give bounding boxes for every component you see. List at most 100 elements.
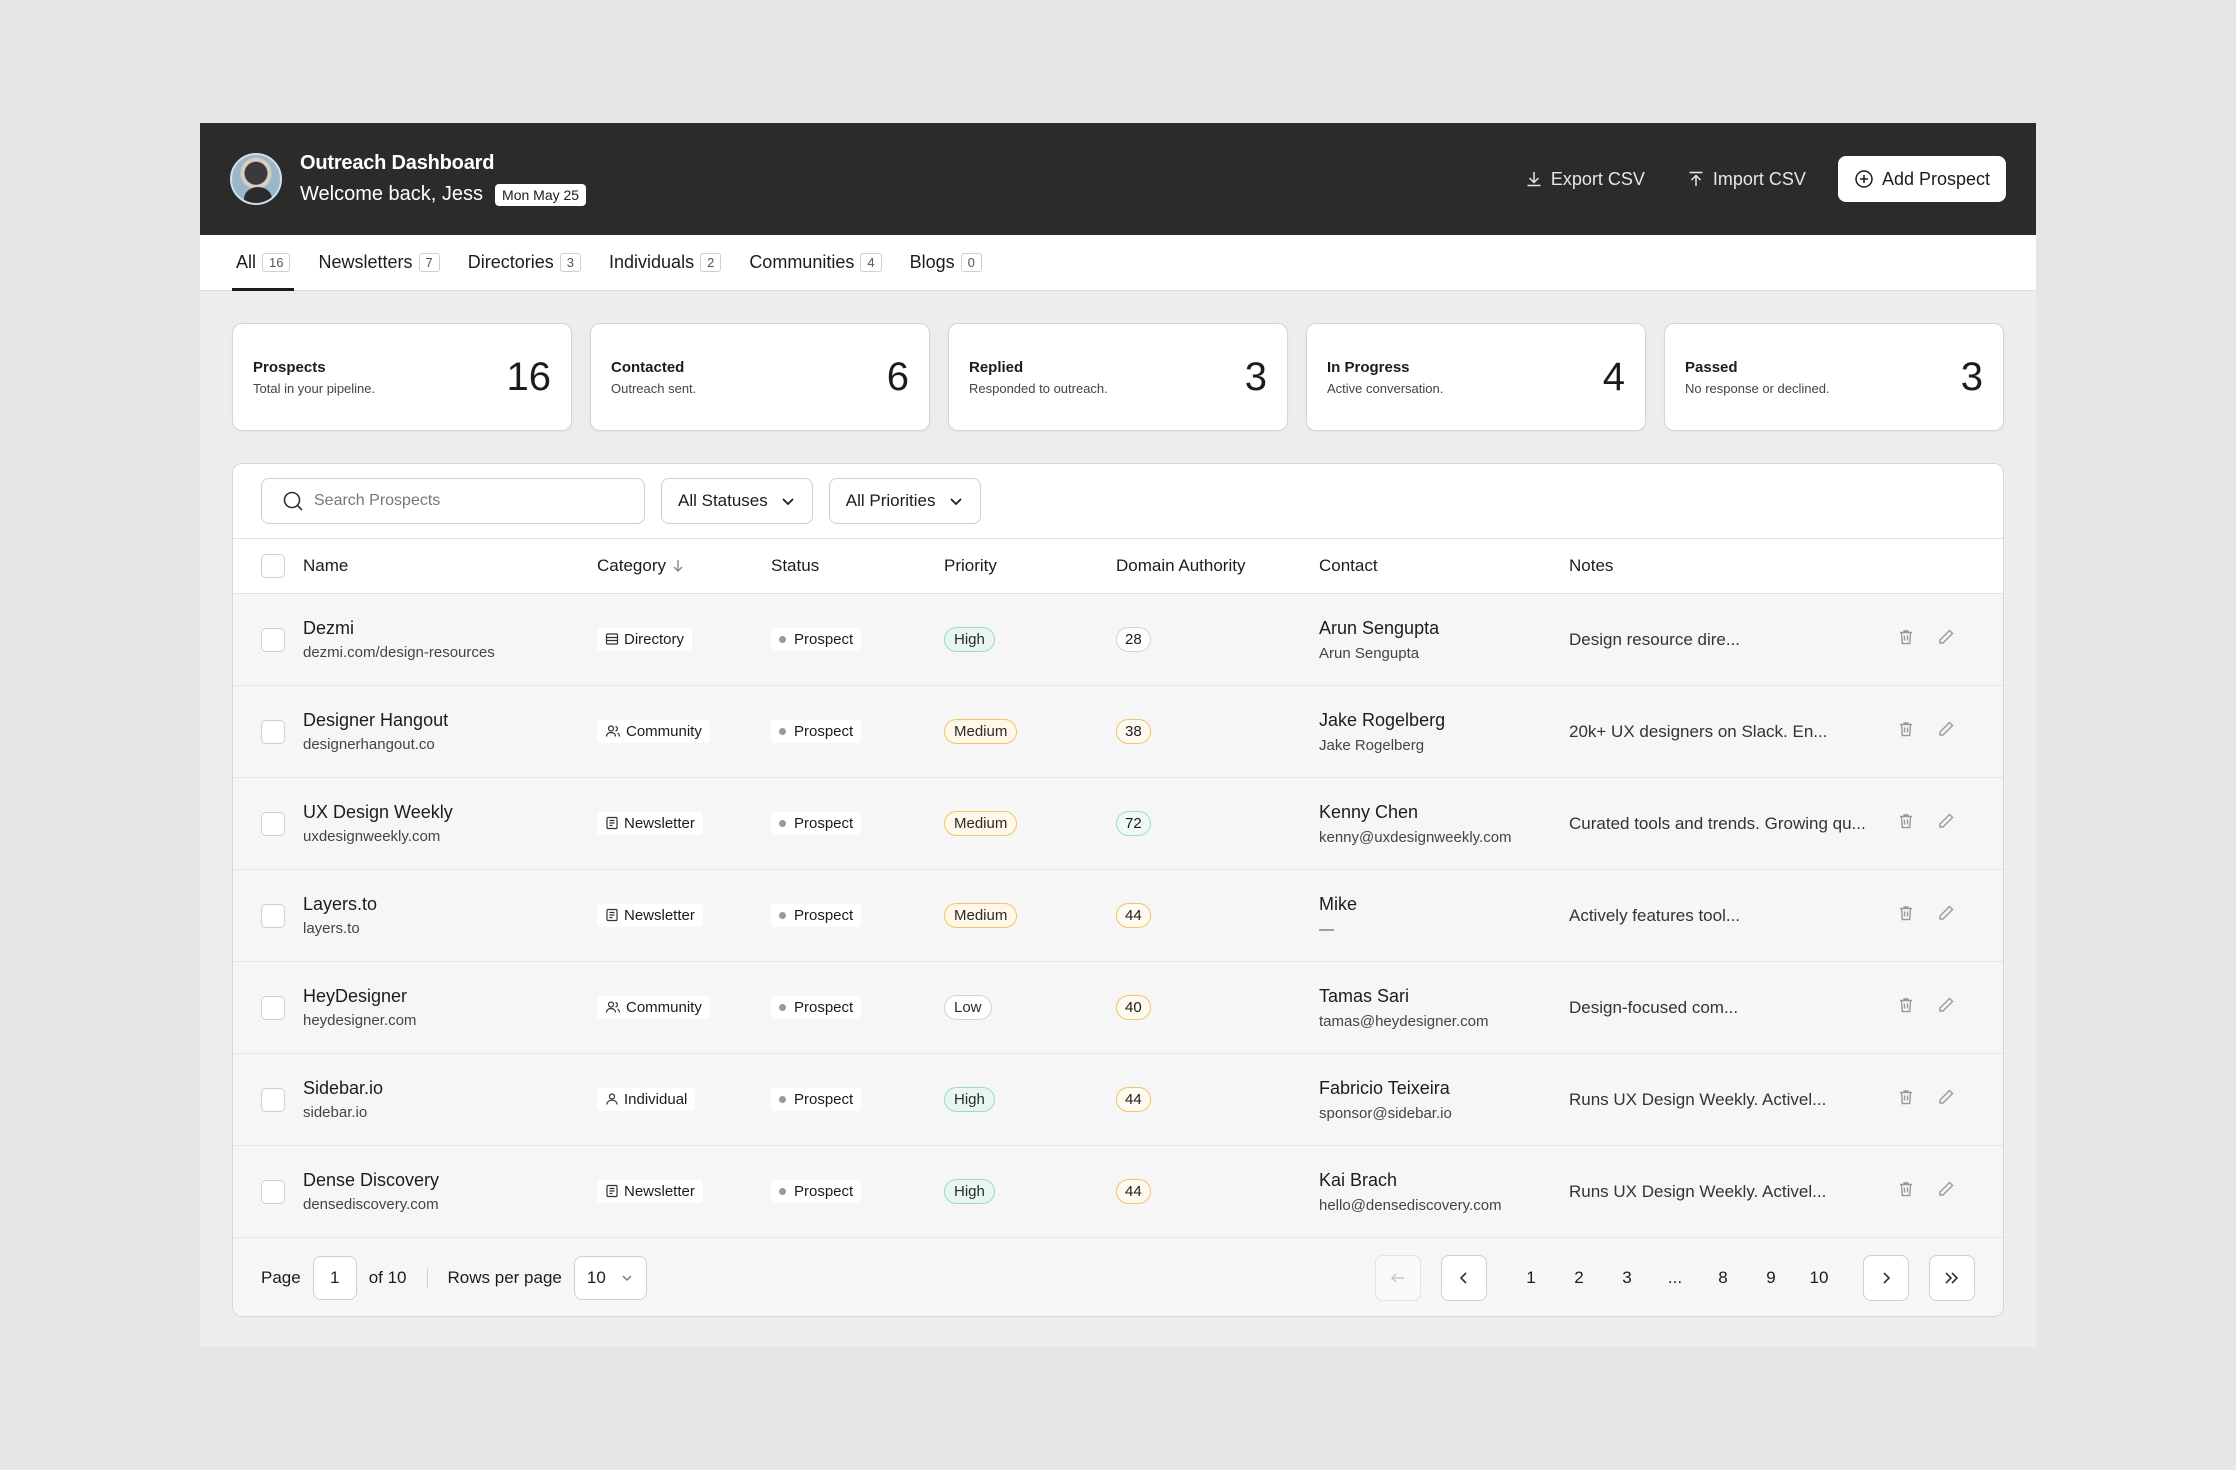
table-row[interactable]: Layers.to layers.to Newsletter Prospect … [233,870,2003,962]
priority-filter-select[interactable]: All Priorities [828,478,981,524]
export-csv-button[interactable]: Export CSV [1525,169,1645,190]
row-checkbox[interactable] [261,627,285,652]
delete-button[interactable] [1897,812,1915,835]
pencil-icon [1939,721,1954,736]
tab-label: All [236,251,257,272]
status-tag[interactable]: Prospect [771,996,862,1019]
edit-button[interactable] [1937,996,1955,1019]
column-category[interactable]: Category [597,556,771,576]
row-checkbox[interactable] [261,811,285,836]
prospect-url[interactable]: layers.to [303,920,360,937]
priority-badge[interactable]: High [944,1087,995,1112]
category-tag: Individual [597,1087,696,1111]
tab-individuals[interactable]: Individuals 2 [605,234,725,290]
table-row[interactable]: Dezmi dezmi.com/design-resources Directo… [233,594,2003,686]
page-number-button[interactable]: 2 [1574,1268,1584,1287]
prospect-name[interactable]: HeyDesigner [303,986,408,1006]
status-cell: Prospect [771,1180,944,1203]
edit-button[interactable] [1937,904,1955,927]
row-checkbox[interactable] [261,903,285,928]
prospect-name[interactable]: Dense Discovery [303,1170,440,1190]
tab-directories[interactable]: Directories 3 [464,234,585,290]
status-tag[interactable]: Prospect [771,904,862,927]
tab-blogs[interactable]: Blogs 0 [906,234,986,290]
prospect-url[interactable]: designerhangout.co [303,736,435,753]
status-tag[interactable]: Prospect [771,1088,862,1111]
search-input[interactable]: Search Prospects [261,478,645,524]
tab-newsletters[interactable]: Newsletters 7 [314,234,443,290]
delete-button[interactable] [1897,1180,1915,1203]
prospect-url[interactable]: sidebar.io [303,1104,368,1121]
prospect-name[interactable]: Layers.to [303,894,378,914]
prospect-name[interactable]: Designer Hangout [303,710,449,730]
edit-button[interactable] [1937,812,1955,835]
priority-badge[interactable]: High [944,627,995,652]
delete-button[interactable] [1897,628,1915,651]
rows-per-page-select[interactable]: 10 [573,1256,647,1300]
row-checkbox[interactable] [261,1179,285,1204]
trash-icon [1900,998,1912,1013]
status-tag[interactable]: Prospect [771,720,862,743]
prospect-name[interactable]: UX Design Weekly [303,802,453,822]
priority-badge[interactable]: Medium [944,903,1018,928]
status-tag[interactable]: Prospect [771,628,862,651]
table-row[interactable]: Sidebar.io sidebar.io Individual Prospec… [233,1054,2003,1146]
delete-button[interactable] [1897,996,1915,1019]
select-all-checkbox[interactable] [261,554,285,578]
prospect-name[interactable]: Sidebar.io [303,1078,384,1098]
status-tag[interactable]: Prospect [771,812,862,835]
priority-badge[interactable]: Medium [944,811,1018,836]
priority-badge[interactable]: Medium [944,719,1018,744]
row-checkbox[interactable] [261,1087,285,1112]
edit-button[interactable] [1937,1088,1955,1111]
edit-button[interactable] [1937,628,1955,651]
trash-icon [1900,906,1912,921]
prospect-url[interactable]: heydesigner.com [303,1012,417,1029]
prospect-name[interactable]: Dezmi [303,618,355,638]
delete-button[interactable] [1897,904,1915,927]
add-prospect-button[interactable]: Add Prospect [1837,156,2006,202]
tab-label: Individuals [609,251,695,272]
page-number-button[interactable]: 1 [1526,1268,1536,1287]
page-number-button[interactable]: 3 [1622,1268,1632,1287]
category-cell: Community [597,995,771,1020]
tab-count: 4 [860,252,882,272]
previous-page-button[interactable] [1441,1255,1487,1301]
column-name[interactable]: Name [303,556,349,575]
edit-button[interactable] [1937,1180,1955,1203]
page-number-button[interactable]: 8 [1718,1268,1728,1287]
tab-all[interactable]: All 16 [232,234,295,291]
column-contact[interactable]: Contact [1319,556,1378,575]
priority-badge[interactable]: Low [944,995,992,1020]
status-filter-select[interactable]: All Statuses [661,478,813,524]
page-number-input[interactable]: 1 [312,1256,357,1300]
page-number-button[interactable]: 10 [1809,1268,1829,1287]
edit-button[interactable] [1937,720,1955,743]
delete-button[interactable] [1897,1088,1915,1111]
prospect-url[interactable]: uxdesignweekly.com [303,828,441,845]
tab-communities[interactable]: Communities 4 [745,234,885,290]
prospect-url[interactable]: densediscovery.com [303,1196,439,1213]
column-domain-authority[interactable]: Domain Authority [1116,556,1246,575]
avatar[interactable] [230,153,282,205]
row-checkbox[interactable] [261,995,285,1020]
table-row[interactable]: Designer Hangout designerhangout.co Comm… [233,686,2003,778]
contact-detail: — [1319,920,1334,938]
last-page-button[interactable] [1929,1255,1975,1301]
priority-badge[interactable]: High [944,1179,995,1204]
column-notes[interactable]: Notes [1569,556,1614,575]
table-row[interactable]: Dense Discovery densediscovery.com Newsl… [233,1146,2003,1238]
first-page-button[interactable] [1375,1255,1421,1301]
column-priority[interactable]: Priority [944,556,997,575]
table-row[interactable]: UX Design Weekly uxdesignweekly.com News… [233,778,2003,870]
table-row[interactable]: HeyDesigner heydesigner.com Community Pr… [233,962,2003,1054]
import-csv-button[interactable]: Import CSV [1687,169,1806,190]
delete-button[interactable] [1897,720,1915,743]
domain-authority-cell: 44 [1116,1179,1319,1204]
row-checkbox[interactable] [261,719,285,744]
next-page-button[interactable] [1863,1255,1909,1301]
page-number-button[interactable]: 9 [1766,1268,1776,1287]
status-tag[interactable]: Prospect [771,1180,862,1203]
prospect-url[interactable]: dezmi.com/design-resources [303,644,495,661]
column-status[interactable]: Status [771,556,820,575]
